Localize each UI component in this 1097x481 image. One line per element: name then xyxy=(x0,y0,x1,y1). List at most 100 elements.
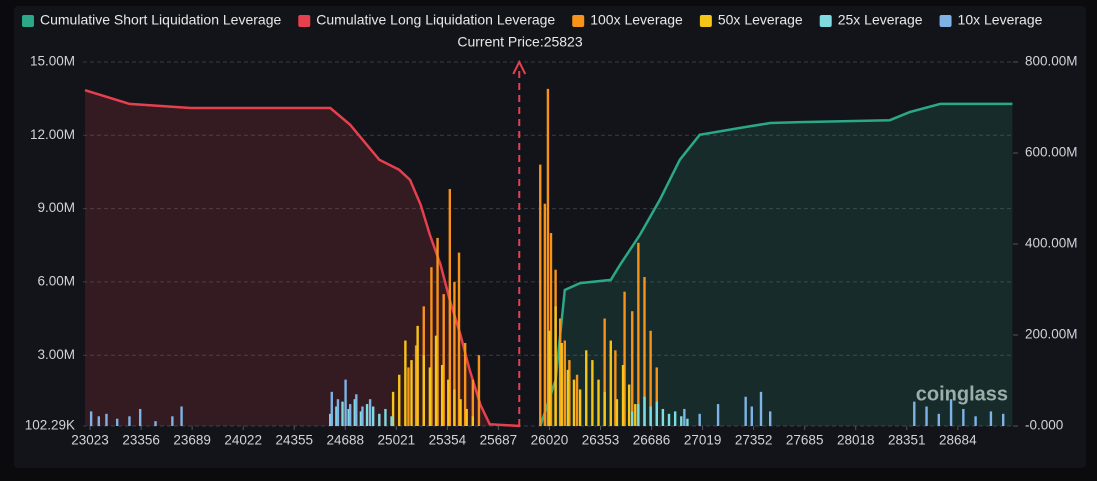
bar xyxy=(347,408,350,426)
bar xyxy=(543,203,547,426)
bar xyxy=(404,340,407,426)
bar xyxy=(355,394,358,426)
bar xyxy=(344,379,347,426)
bar xyxy=(457,252,461,426)
bar xyxy=(680,416,683,426)
bar xyxy=(637,242,640,426)
bar xyxy=(631,411,634,426)
bar xyxy=(448,189,452,426)
bar xyxy=(463,342,467,426)
bar xyxy=(575,374,579,426)
y-tick-label: 9.00M xyxy=(37,200,75,215)
legend-swatch xyxy=(298,15,311,27)
bar xyxy=(1001,413,1005,426)
bar xyxy=(768,411,772,426)
bar xyxy=(558,318,562,426)
bar xyxy=(603,391,606,426)
bar xyxy=(471,416,475,426)
bar xyxy=(436,237,439,426)
bar xyxy=(539,164,542,426)
legend-swatch xyxy=(699,15,712,27)
bar xyxy=(563,340,566,426)
bar xyxy=(453,281,456,426)
y-tick-label: 3.00M xyxy=(37,347,75,362)
bar xyxy=(615,399,619,426)
bar xyxy=(442,294,445,426)
bar xyxy=(673,411,677,426)
legend-item: 10x Leverage xyxy=(939,12,1043,28)
line xyxy=(539,102,1013,427)
x-tick-label: 25354 xyxy=(429,433,467,448)
bar xyxy=(649,330,652,426)
bar xyxy=(138,408,142,426)
bar xyxy=(578,389,582,426)
x-tick-label: 24355 xyxy=(275,433,313,448)
bar xyxy=(471,379,475,426)
bar xyxy=(428,367,432,426)
legend-label: Cumulative Long Liquidation Leverage xyxy=(316,12,555,28)
bar xyxy=(335,406,338,426)
legend-item: 25x Leverage xyxy=(819,12,923,28)
bar xyxy=(744,396,747,426)
bar xyxy=(643,277,646,426)
bar xyxy=(554,306,557,426)
bar xyxy=(368,399,372,426)
bar xyxy=(683,408,686,426)
legend-label: 10x Leverage xyxy=(958,12,1043,28)
bar xyxy=(365,404,369,426)
bar xyxy=(341,401,344,426)
bar xyxy=(89,411,93,426)
bar xyxy=(378,413,381,426)
x-tick-label: 28351 xyxy=(888,433,926,448)
x-tick-label: 28018 xyxy=(837,433,875,448)
x-tick-label: 24688 xyxy=(327,433,365,448)
bar xyxy=(603,318,606,426)
bar xyxy=(568,360,571,426)
bar xyxy=(414,345,418,426)
x-tick-label: 28684 xyxy=(939,433,977,448)
y2-tick-label: 800.00M xyxy=(1025,54,1078,69)
bar xyxy=(105,413,108,426)
area-fill xyxy=(85,90,521,426)
bar xyxy=(937,413,941,426)
bar xyxy=(459,399,462,426)
bar xyxy=(549,233,553,426)
bar xyxy=(591,360,594,426)
bar xyxy=(621,364,625,426)
bar xyxy=(465,408,468,426)
bar xyxy=(609,340,612,426)
legend-label: 25x Leverage xyxy=(838,12,923,28)
bar xyxy=(585,350,588,426)
bar xyxy=(597,379,600,426)
y-tick-label: 15.00M xyxy=(30,54,75,69)
bar xyxy=(548,330,551,426)
bar xyxy=(655,401,658,426)
x-tick-label: 25021 xyxy=(378,433,416,448)
legend-item: Cumulative Short Liquidation Leverage xyxy=(22,12,281,28)
bar xyxy=(384,408,387,426)
bar xyxy=(434,335,438,426)
bar xyxy=(925,406,928,426)
bar xyxy=(962,408,965,426)
x-tick-label: 27019 xyxy=(684,433,722,448)
bar xyxy=(171,416,174,426)
bar xyxy=(391,391,395,426)
bar xyxy=(154,421,157,426)
bar xyxy=(750,406,753,426)
legend-item: 50x Leverage xyxy=(699,12,803,28)
legend-swatch xyxy=(939,15,952,27)
x-tick-label: 26686 xyxy=(633,433,671,448)
bar xyxy=(361,406,364,426)
watermark: coinglass xyxy=(916,383,1008,405)
legend-swatch xyxy=(819,15,832,27)
y2-tick-label: 200.00M xyxy=(1025,327,1078,342)
bar xyxy=(637,404,640,426)
bar xyxy=(913,401,916,426)
bar xyxy=(560,342,563,426)
x-tick-label: 23023 xyxy=(71,433,109,448)
legend-item: 100x Leverage xyxy=(572,12,683,28)
x-tick-label: 27685 xyxy=(786,433,824,448)
x-tick-label: 23689 xyxy=(173,433,211,448)
